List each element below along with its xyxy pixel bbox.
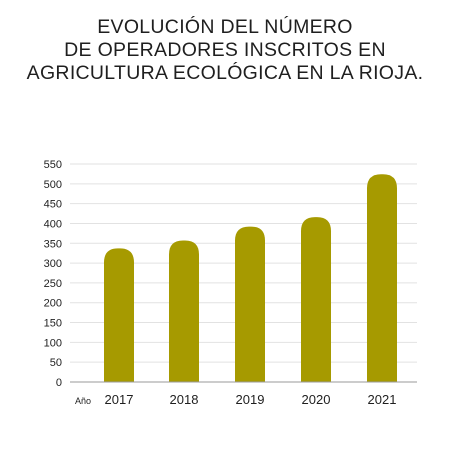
title-line-1: EVOLUCIÓN DEL NÚMERO — [97, 16, 353, 38]
y-tick-label: 400 — [44, 218, 62, 230]
bar-2021 — [367, 174, 397, 382]
y-tick-label: 200 — [44, 298, 62, 310]
y-tick-label: 150 — [44, 318, 62, 330]
x-tick-label: 2017 — [105, 392, 134, 407]
y-axis-ticks: 0 50 100 150 200 250 300 350 400 450 500 550 — [44, 159, 62, 389]
y-tick-label: 100 — [44, 337, 62, 349]
y-tick-label: 450 — [44, 199, 62, 211]
title-line-3: AGRICULTURA ECOLÓGICA EN LA RIOJA. — [26, 62, 424, 84]
x-tick-label: 2018 — [170, 392, 199, 407]
bar-2019 — [235, 226, 265, 382]
bar-2018 — [169, 240, 199, 382]
y-tick-label: 250 — [44, 278, 62, 290]
x-tick-label: 2019 — [236, 392, 265, 407]
bars — [104, 174, 397, 382]
title-line-2: DE OPERADORES INSCRITOS EN — [64, 39, 386, 61]
bar-2017 — [104, 248, 134, 382]
y-tick-label: 550 — [44, 159, 62, 171]
y-tick-label: 500 — [44, 179, 62, 191]
x-axis-label: Año — [75, 396, 91, 406]
x-tick-label: 2020 — [302, 392, 331, 407]
x-tick-label: 2021 — [368, 392, 397, 407]
y-tick-label: 50 — [50, 357, 62, 369]
bar-2020 — [301, 217, 331, 382]
y-tick-label: 0 — [56, 377, 62, 389]
x-axis-ticks: 2017 2018 2019 2020 2021 — [105, 392, 397, 407]
y-tick-label: 300 — [44, 258, 62, 270]
chart-title: EVOLUCIÓN DEL NÚMERO DE OPERADORES INSCR… — [0, 16, 450, 85]
y-tick-label: 350 — [44, 238, 62, 250]
